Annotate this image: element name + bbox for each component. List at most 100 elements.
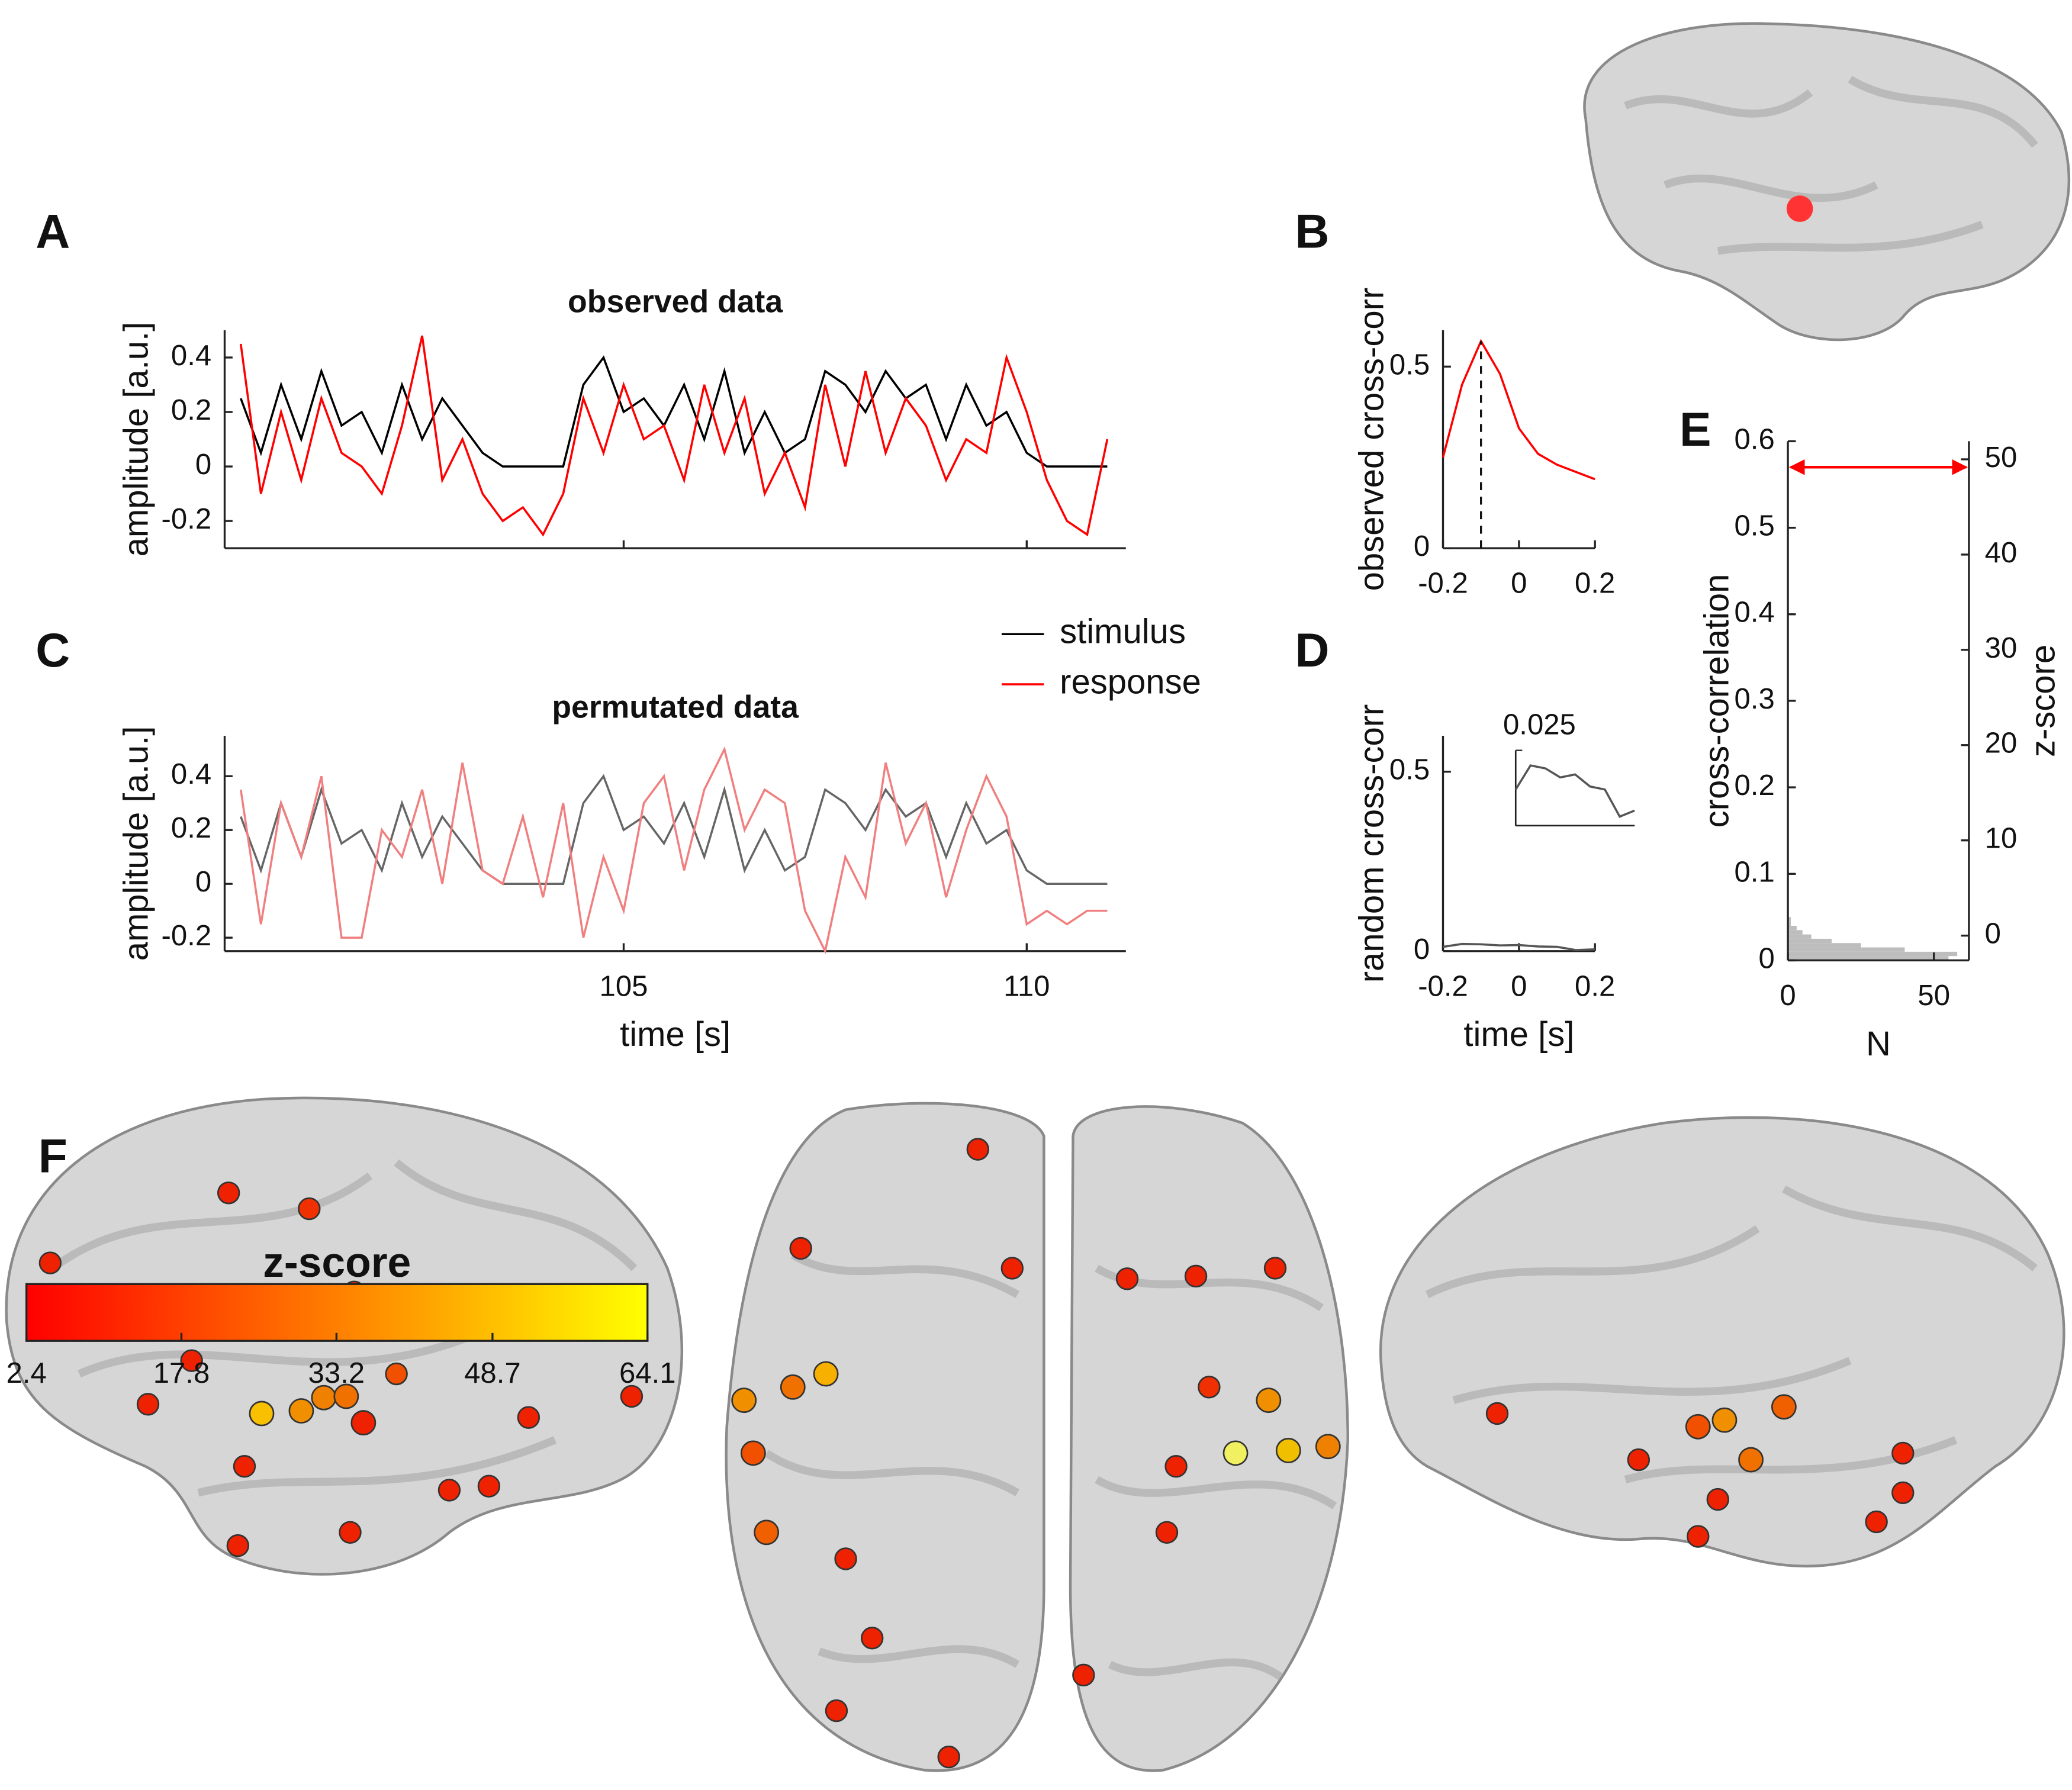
histogram-bar [1788,956,1949,961]
electrode [789,1237,812,1260]
chart-title: observed data [568,284,783,319]
brain-top [1583,22,2071,342]
electrode [339,1521,362,1544]
electrode [437,1479,461,1502]
electrode [1786,195,1813,222]
electrode [1738,1447,1764,1473]
panel-label: D [1295,624,1330,677]
electrode [1155,1521,1179,1544]
x-tick-label: 0 [1780,980,1796,1012]
brain-outline [725,1102,1045,1772]
brain-outline [1583,22,2071,342]
y2-tick-label: 20 [1985,727,2018,759]
x-tick-label: 0.2 [1575,970,1615,1002]
electrode [298,1197,321,1221]
electrode [1865,1510,1888,1534]
electrode [517,1406,540,1429]
x-tick-label: 0 [1511,568,1527,600]
colorbar-tick-label: 48.7 [464,1357,521,1389]
y2-axis-label: z-score [2024,645,2063,757]
electrode [1627,1448,1650,1472]
electrode [780,1374,806,1400]
y-axis-label: cross-correlation [1697,574,1736,828]
series-line [1443,942,1595,951]
electrode [1184,1264,1208,1288]
electrode [180,1349,203,1372]
y-tick-label: 0.6 [1735,423,1775,455]
y-tick-label: 0.5 [1389,754,1430,786]
legend-label: response [1060,662,1201,701]
y2-tick-label: 40 [1985,537,2018,569]
y-tick-label: 0 [1414,530,1430,562]
y-tick-label: 0 [195,866,211,898]
histogram-bar [1788,925,1797,931]
electrode [1164,1455,1188,1478]
electrode [620,1385,644,1408]
electrode [1685,1414,1711,1440]
electrode [813,1361,839,1387]
y-tick-label: -0.2 [162,920,212,952]
electrode [350,1410,377,1436]
histogram-bar [1788,917,1791,922]
histogram-bar [1788,947,1905,952]
series-line [239,335,1109,537]
y-tick-label: 0.4 [171,758,211,790]
histogram-bar [1788,951,1958,957]
panel-label: E [1680,403,1711,456]
electrode [1072,1663,1095,1687]
y-tick-label: 0.4 [1735,597,1775,629]
histogram-bar [1788,938,1832,944]
electrode [1687,1525,1710,1548]
electrode [1891,1481,1915,1505]
inset-tick-label: 0.025 [1503,709,1576,741]
series-line [239,746,1108,955]
electrode [740,1440,766,1466]
colorbar-tick-label: 33.2 [308,1357,365,1389]
y2-tick-label: 10 [1985,823,2018,855]
y2-tick-label: 0 [1985,918,2001,950]
electrode [333,1383,359,1409]
colorbar-tick-label: 64.1 [619,1357,676,1389]
electrode [1706,1488,1729,1511]
y2-tick-label: 50 [1985,442,2018,474]
panel-label: B [1295,205,1330,258]
x-tick-label: -0.2 [1418,970,1468,1002]
y-axis-label: amplitude [a.u.] [117,322,156,557]
y-tick-label: 0 [195,449,211,481]
electrode [136,1393,160,1416]
y-tick-label: 0.2 [171,812,211,844]
electrode [1275,1438,1301,1463]
x-axis-label: time [s] [620,1015,731,1054]
y-axis-label: amplitude [a.u.] [117,726,156,961]
electrode [731,1387,757,1414]
y-tick-label: 0.2 [171,394,211,426]
electrode [288,1398,314,1424]
colorbar-tick-label: 17.8 [153,1357,210,1389]
series-line [240,355,1108,468]
electrode [1256,1387,1282,1414]
brain-top-view [725,1102,1350,1772]
electrode [834,1547,857,1570]
y-tick-label: 0 [1758,942,1774,974]
series-line [1442,339,1595,481]
brain-folds [1425,1185,2038,1483]
electrode [1315,1434,1341,1460]
histogram-bar [1788,921,1791,926]
electrode [477,1475,501,1498]
electrode [1000,1257,1024,1280]
electrode [249,1401,275,1427]
electrode [1711,1407,1738,1433]
x-tick-label: 0 [1511,970,1527,1002]
y-tick-label: 0 [1414,933,1430,965]
electrode [38,1251,62,1274]
y-axis-label: random cross-corr [1353,704,1391,983]
panel-label: A [36,205,70,258]
electrode [226,1534,249,1557]
y-tick-label: 0.3 [1735,683,1775,715]
inset-line [1514,764,1635,818]
electrode [754,1519,780,1546]
y-tick-label: 0.5 [1389,349,1430,381]
x-axis-label: N [1866,1025,1891,1063]
